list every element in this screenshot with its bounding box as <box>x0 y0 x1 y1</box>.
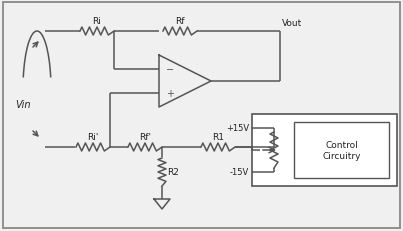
Text: −: − <box>166 65 174 75</box>
Text: Rf': Rf' <box>139 132 151 141</box>
Text: Vout: Vout <box>282 19 302 28</box>
Text: Vin: Vin <box>15 100 31 109</box>
Text: R1: R1 <box>212 132 224 141</box>
Text: Control
Circuitry: Control Circuitry <box>322 141 361 160</box>
Text: +15V: +15V <box>226 124 249 133</box>
Text: Ri: Ri <box>93 17 102 26</box>
Bar <box>252 115 397 186</box>
Text: +: + <box>166 88 174 98</box>
Text: Rf: Rf <box>175 17 185 26</box>
Text: -15V: -15V <box>230 168 249 177</box>
Bar <box>294 122 389 178</box>
Text: Ri': Ri' <box>87 132 99 141</box>
Text: R2: R2 <box>167 168 179 177</box>
